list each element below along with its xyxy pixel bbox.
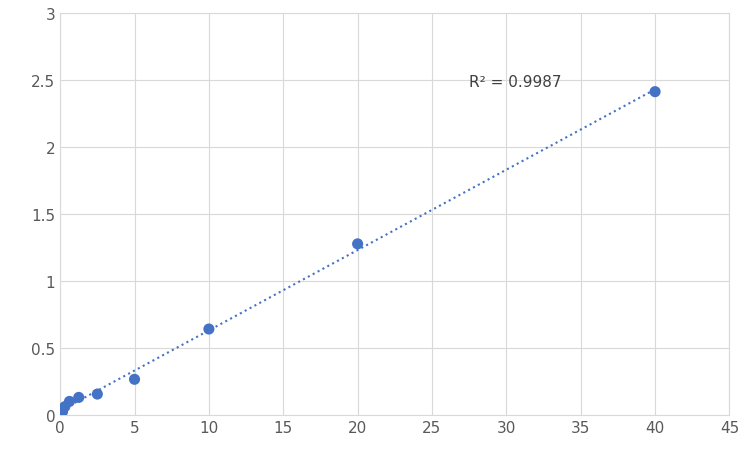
Point [73,394,85,401]
Text: R² = 0.9987: R² = 0.9987 [469,75,562,90]
Point [649,89,661,96]
Point [63,398,75,405]
Point [203,326,215,333]
Point [129,376,141,383]
Point [59,403,71,410]
Point [352,241,364,248]
Point [91,391,103,398]
Point [56,408,68,415]
